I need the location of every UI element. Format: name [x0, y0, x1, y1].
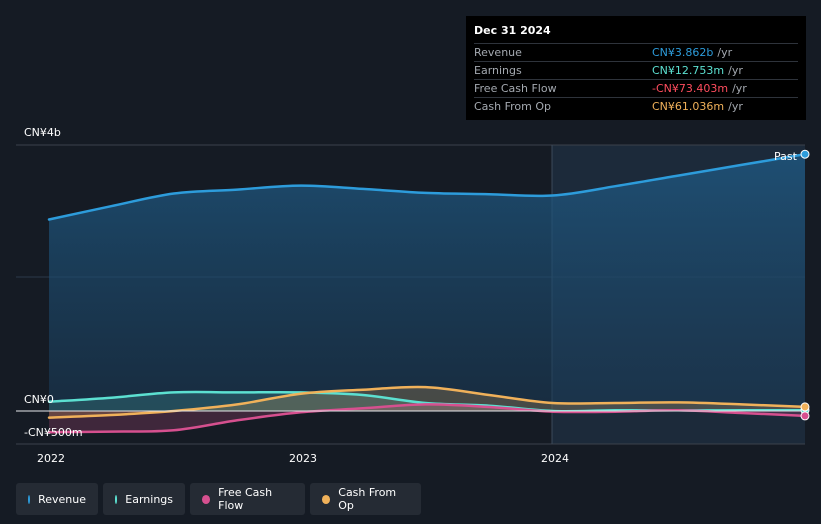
tooltip-value: CN¥61.036m — [652, 100, 725, 113]
series-line-revenue — [47, 152, 807, 221]
tooltip-label: Earnings — [474, 64, 522, 77]
legend-dot-icon — [322, 494, 331, 504]
legend-dot-icon — [115, 494, 118, 504]
legend-item-free-cash-flow[interactable]: Free Cash Flow — [190, 483, 305, 515]
legend-label: Free Cash Flow — [218, 486, 273, 512]
legend-label: Earnings — [125, 492, 173, 506]
tooltip-value: CN¥3.862b — [652, 46, 714, 59]
x-tick-label-2024: 2024 — [541, 452, 569, 465]
tooltip-label: Free Cash Flow — [474, 82, 557, 95]
series-area-earnings — [49, 392, 805, 412]
legend-dot-icon — [202, 494, 211, 504]
tooltip-value: -CN¥73.403m — [652, 82, 729, 95]
legend-item-earnings[interactable]: Earnings — [103, 483, 185, 515]
tooltip-value: CN¥12.753m — [652, 64, 725, 77]
series-line-free-cash-flow — [47, 403, 807, 434]
tooltip-unit: /yr — [732, 82, 747, 95]
tooltip-date: Dec 31 2024 — [474, 24, 551, 37]
tooltip-unit: /yr — [728, 64, 743, 77]
tooltip-row-revenue: Revenue CN¥3.862b /yr — [474, 43, 798, 61]
tooltip-row-cash-from-op: Cash From Op CN¥61.036m /yr — [474, 97, 798, 115]
legend-dot-icon — [28, 494, 31, 504]
endpoint-cash-from-op — [800, 402, 810, 412]
legend-item-revenue[interactable]: Revenue — [16, 483, 98, 515]
y-tick-label-0: CN¥0 — [24, 393, 54, 406]
endpoint-revenue — [800, 149, 810, 159]
x-tick-label-2023: 2023 — [289, 452, 317, 465]
legend-item-cash-from-op[interactable]: Cash From Op — [310, 483, 421, 515]
tooltip-unit: /yr — [717, 46, 733, 59]
endpoint-free-cash-flow — [800, 411, 810, 421]
tooltip-row-earnings: Earnings CN¥12.753m /yr — [474, 61, 798, 79]
tooltip-unit: /yr — [728, 100, 743, 113]
tooltip-row-free-cash-flow: Free Cash Flow -CN¥73.403m /yr — [474, 79, 798, 97]
tooltip-label: Revenue — [474, 46, 522, 59]
past-label: Past — [774, 150, 797, 163]
legend: Revenue Earnings Free Cash Flow Cash Fro… — [16, 483, 421, 515]
series-area-revenue — [49, 154, 805, 411]
tooltip-label: Cash From Op — [474, 100, 552, 113]
legend-label: Cash From Op — [338, 486, 397, 512]
legend-label: Revenue — [38, 492, 86, 506]
y-tick-label-4b: CN¥4b — [24, 126, 61, 139]
tooltip: Dec 31 2024 Revenue CN¥3.862b /yr Earnin… — [466, 16, 806, 120]
x-tick-label-2022: 2022 — [37, 452, 65, 465]
y-tick-label-neg500m: -CN¥500m — [24, 426, 83, 439]
